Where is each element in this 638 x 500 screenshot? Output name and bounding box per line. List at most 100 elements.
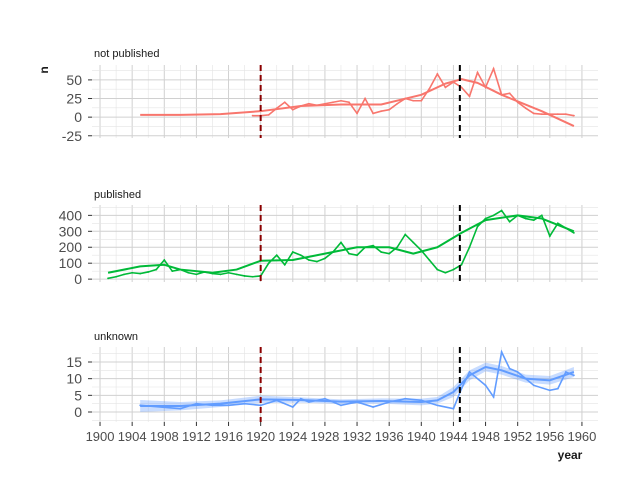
smooth-trend-line [107,214,575,274]
data-point [283,263,286,266]
y-tick-label: 5 [74,387,82,403]
data-point [573,231,575,234]
x-tick-label: 1924 [278,429,307,444]
data-point [396,246,399,249]
data-point [219,273,222,276]
data-point [187,271,190,274]
y-tick-label: 300 [59,223,83,239]
y-axis-label: n [37,66,51,73]
data-point [372,112,375,115]
data-point [348,101,350,104]
data-point [267,114,270,116]
y-tick-label: 25 [66,91,82,107]
data-point [356,112,358,115]
data-point [476,71,479,74]
data-point [195,273,198,276]
smooth-trend-line [140,366,575,407]
y-tick-label: 400 [59,207,83,223]
data-point [548,389,551,392]
data-point [573,114,575,117]
data-point [123,273,126,276]
y-tick-label: -25 [62,128,82,144]
data-point [291,108,294,111]
data-point [340,241,342,244]
data-point [324,257,326,260]
data-point [163,259,166,261]
x-tick-label: 1936 [375,429,404,444]
data-point [500,209,503,212]
data-point [307,102,310,105]
data-point [251,275,254,278]
x-tick-label: 1928 [310,429,339,444]
y-tick-label: 10 [66,371,82,387]
data-point [139,272,142,275]
data-point [508,92,511,95]
data-point [428,259,431,261]
x-tick-label: 1952 [503,429,532,444]
data-point [468,95,471,98]
data-point [291,251,294,253]
data-point [492,67,495,70]
data-point [107,277,109,280]
data-point [428,87,431,90]
data-point [324,397,326,400]
data-point [460,86,463,89]
data-point [275,254,278,257]
x-tick-label: 1908 [150,429,179,444]
data-point [420,399,423,402]
y-tick-label: 0 [74,404,82,420]
data-point [540,214,543,217]
data-point [484,384,487,387]
series-line [140,349,575,410]
data-point [340,99,342,102]
data-point [436,73,439,75]
data-point [436,268,439,271]
data-point [227,404,230,407]
panel-background [92,347,598,422]
data-point [556,387,559,390]
x-axis: 1900 1904 1908 1912 1916 1920 1924 1928 1932 1936… [86,422,596,444]
data-point [404,397,407,400]
data-point [380,251,383,253]
facet-0: -25 0 25 50 not published [62,48,598,144]
y-tick-label: 0 [74,271,82,287]
data-point [251,114,254,117]
data-point [492,396,495,398]
data-point [259,404,262,407]
data-point [388,252,391,255]
data-point [516,371,519,373]
x-tick-label: 1956 [535,429,564,444]
y-tick-label: 0 [74,109,82,125]
x-tick-label: 1920 [246,429,275,444]
data-point [412,99,415,102]
data-point [532,384,535,387]
data-point [452,407,455,410]
data-point [436,404,439,407]
x-tick-label: 1944 [439,429,468,444]
data-point [452,268,455,271]
data-point [380,110,383,113]
x-tick-label: 1916 [214,429,243,444]
data-point [412,241,415,244]
x-tick-label: 1912 [182,429,211,444]
facet-title: unknown [94,331,138,343]
data-point [243,275,246,277]
data-point [548,235,551,237]
x-tick-label: 1948 [471,429,500,444]
facet-title: published [94,189,141,201]
data-point [147,271,150,273]
data-point [524,217,527,220]
x-tick-label: 1900 [86,429,115,444]
facet-title: not published [94,48,159,60]
data-point [564,371,567,373]
data-point [508,367,511,370]
data-point [388,108,391,111]
data-point [420,99,423,102]
y-tick-label: 200 [59,239,83,255]
data-point [564,113,567,116]
y-tick-label: 50 [66,72,82,88]
data-point [532,112,535,115]
